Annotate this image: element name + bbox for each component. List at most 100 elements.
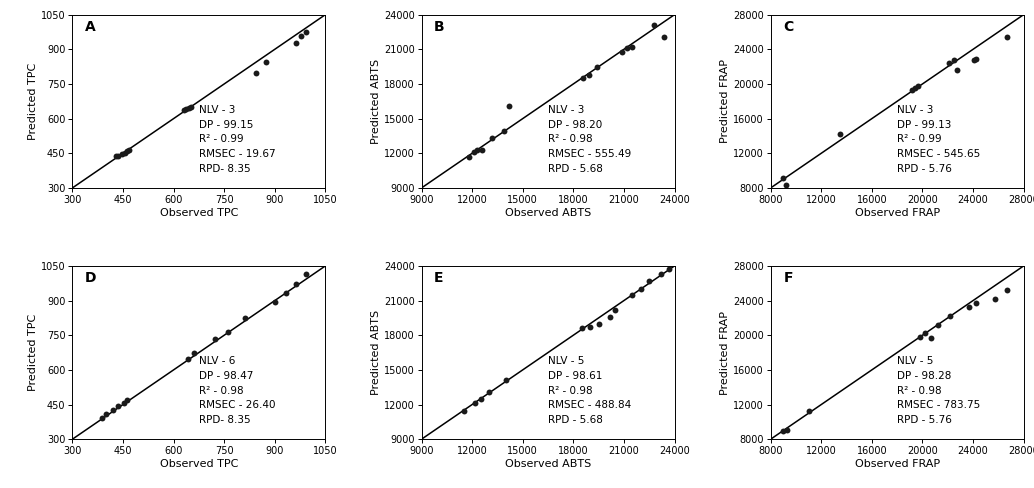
- Point: [910, 82, 926, 90]
- Point: [832, 130, 849, 138]
- Y-axis label: Predicted TPC: Predicted TPC: [28, 62, 38, 140]
- Text: NLV - 5
DP - 98.61
R² - 0.98
RMSEC - 488.84
RPD - 5.68: NLV - 5 DP - 98.61 R² - 0.98 RMSEC - 488…: [548, 356, 632, 425]
- Point: [178, 105, 194, 113]
- Point: [114, 150, 130, 158]
- X-axis label: Observed TPC: Observed TPC: [159, 208, 238, 218]
- Point: [800, 407, 817, 415]
- Point: [641, 277, 658, 285]
- Point: [575, 74, 591, 82]
- Point: [999, 33, 1015, 41]
- Point: [607, 306, 624, 314]
- Point: [98, 410, 115, 418]
- Point: [497, 376, 514, 384]
- Point: [298, 28, 314, 36]
- Point: [298, 270, 314, 278]
- Point: [207, 335, 223, 343]
- Point: [121, 146, 138, 154]
- Point: [116, 399, 132, 407]
- Point: [966, 56, 982, 64]
- X-axis label: Observed ABTS: Observed ABTS: [505, 459, 591, 469]
- Point: [481, 388, 497, 396]
- Point: [779, 426, 795, 433]
- Point: [912, 333, 929, 341]
- Point: [776, 175, 792, 183]
- Point: [946, 56, 963, 63]
- Point: [661, 265, 677, 273]
- Point: [942, 312, 959, 320]
- Point: [484, 134, 500, 142]
- Point: [904, 86, 920, 94]
- Point: [619, 43, 636, 51]
- Point: [186, 349, 203, 357]
- Text: NLV - 3
DP - 99.13
R² - 0.99
RMSEC - 545.65
RPD - 5.76: NLV - 3 DP - 99.13 R² - 0.99 RMSEC - 545…: [898, 105, 980, 174]
- Point: [633, 285, 649, 293]
- Point: [625, 43, 641, 51]
- Point: [180, 355, 196, 363]
- Point: [108, 152, 124, 160]
- Point: [590, 320, 607, 327]
- Point: [176, 106, 192, 114]
- Point: [468, 146, 485, 154]
- Point: [287, 39, 304, 47]
- Point: [474, 146, 490, 154]
- Point: [948, 66, 965, 74]
- Point: [778, 182, 794, 189]
- Y-axis label: Predicted FRAP: Predicted FRAP: [721, 59, 730, 143]
- Text: E: E: [434, 271, 444, 285]
- Point: [277, 289, 294, 297]
- X-axis label: Observed TPC: Observed TPC: [159, 459, 238, 469]
- Text: NLV - 5
DP - 98.28
R² - 0.98
RMSEC - 783.75
RPD - 5.76: NLV - 5 DP - 98.28 R² - 0.98 RMSEC - 783…: [898, 356, 980, 425]
- Point: [588, 63, 605, 71]
- Point: [999, 286, 1015, 294]
- Point: [257, 59, 274, 66]
- Point: [652, 270, 669, 278]
- Y-axis label: Predicted ABTS: Predicted ABTS: [371, 59, 382, 144]
- Point: [119, 147, 135, 155]
- Point: [183, 102, 200, 110]
- Point: [923, 334, 940, 342]
- Point: [941, 59, 957, 67]
- Text: NLV - 3
DP - 98.20
R² - 0.98
RMSEC - 555.49
RPD - 5.68: NLV - 3 DP - 98.20 R² - 0.98 RMSEC - 555…: [548, 105, 632, 174]
- Point: [94, 414, 111, 422]
- Text: D: D: [85, 271, 96, 285]
- Point: [917, 329, 934, 337]
- Point: [110, 152, 126, 160]
- Point: [287, 280, 304, 287]
- Point: [646, 21, 663, 29]
- Point: [968, 55, 984, 63]
- Text: C: C: [784, 20, 793, 34]
- Y-axis label: Predicted FRAP: Predicted FRAP: [721, 310, 730, 395]
- Y-axis label: Predicted TPC: Predicted TPC: [28, 314, 38, 391]
- Point: [582, 323, 599, 331]
- Point: [248, 69, 265, 77]
- Point: [625, 291, 641, 299]
- Point: [220, 328, 237, 336]
- Point: [293, 32, 309, 40]
- Point: [580, 71, 597, 79]
- Text: NLV - 3
DP - 99.15
R² - 0.99
RMSEC - 19.67
RPD- 8.35: NLV - 3 DP - 99.15 R² - 0.99 RMSEC - 19.…: [199, 105, 275, 174]
- Point: [117, 149, 133, 157]
- Point: [602, 313, 618, 321]
- Point: [181, 104, 197, 112]
- Point: [657, 33, 673, 41]
- Point: [776, 427, 792, 434]
- X-axis label: Observed FRAP: Observed FRAP: [854, 459, 940, 469]
- Point: [455, 407, 472, 415]
- X-axis label: Observed ABTS: Observed ABTS: [505, 208, 591, 218]
- Point: [467, 400, 484, 407]
- Point: [473, 395, 489, 403]
- Point: [267, 298, 283, 306]
- Point: [961, 304, 977, 311]
- Point: [460, 153, 477, 161]
- Point: [500, 102, 517, 110]
- Point: [119, 396, 135, 404]
- Text: NLV - 6
DP - 98.47
R² - 0.98
RMSEC - 26.40
RPD- 8.35: NLV - 6 DP - 98.47 R² - 0.98 RMSEC - 26.…: [199, 356, 275, 425]
- Point: [968, 299, 984, 307]
- Point: [465, 148, 482, 156]
- Point: [930, 321, 946, 329]
- Y-axis label: Predicted ABTS: Predicted ABTS: [371, 310, 382, 395]
- Text: A: A: [85, 20, 96, 34]
- Point: [496, 127, 513, 135]
- Point: [907, 84, 923, 92]
- Text: F: F: [784, 271, 793, 285]
